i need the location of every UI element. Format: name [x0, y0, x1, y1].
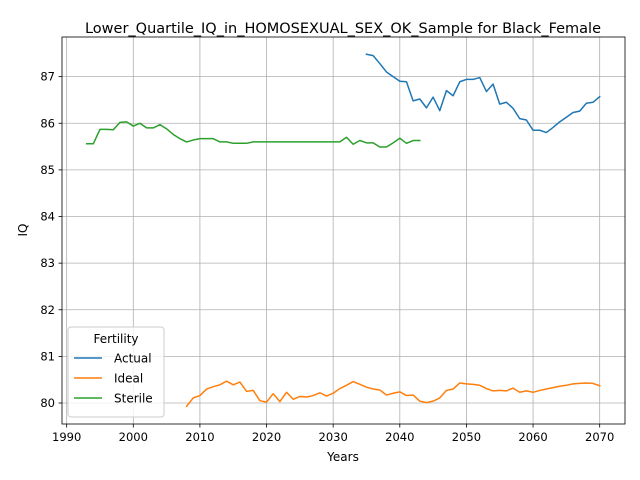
y-tick-label: 83 — [40, 256, 55, 270]
series-line-sterile — [85, 121, 421, 148]
x-tick-label: 2010 — [185, 430, 214, 444]
x-tick-label: 2050 — [452, 430, 481, 444]
x-axis: 1990 2000 2010 2020 2030 2040 2050 2060 2070 — [52, 424, 614, 444]
y-axis: 80 81 82 83 84 85 86 87 — [40, 70, 62, 410]
series-layer — [85, 53, 601, 408]
x-axis-label: Years — [326, 450, 359, 464]
x-tick-label: 2000 — [119, 430, 148, 444]
x-tick-label: 2040 — [385, 430, 414, 444]
x-tick-label: 1990 — [52, 430, 81, 444]
grid — [62, 37, 625, 424]
plot-frame — [61, 36, 626, 425]
y-tick-label: 86 — [40, 116, 55, 130]
y-tick-label: 80 — [40, 396, 55, 410]
series-line-actual — [365, 53, 601, 134]
chart-title: Lower_Quartile_IQ_in_HOMOSEXUAL_SEX_OK_S… — [85, 21, 601, 37]
legend-entries: Actual Ideal Sterile — [74, 352, 153, 406]
legend: Fertility Actual Ideal Sterile — [67, 326, 165, 418]
y-axis-label: IQ — [16, 224, 30, 237]
y-tick-label: 87 — [40, 70, 55, 84]
y-tick-label: 82 — [40, 303, 55, 317]
series-line-ideal — [185, 380, 601, 408]
x-tick-label: 2060 — [518, 430, 547, 444]
legend-label-ideal: Ideal — [114, 372, 143, 386]
legend-label-sterile: Sterile — [114, 392, 153, 406]
y-tick-label: 85 — [40, 163, 55, 177]
x-tick-label: 2070 — [585, 430, 614, 444]
y-tick-label: 81 — [40, 349, 55, 363]
legend-title: Fertility — [93, 332, 138, 346]
x-tick-label: 2030 — [319, 430, 348, 444]
legend-box — [67, 326, 165, 418]
y-tick-label: 84 — [40, 210, 55, 224]
x-tick-label: 2020 — [252, 430, 281, 444]
legend-label-actual: Actual — [114, 352, 152, 366]
